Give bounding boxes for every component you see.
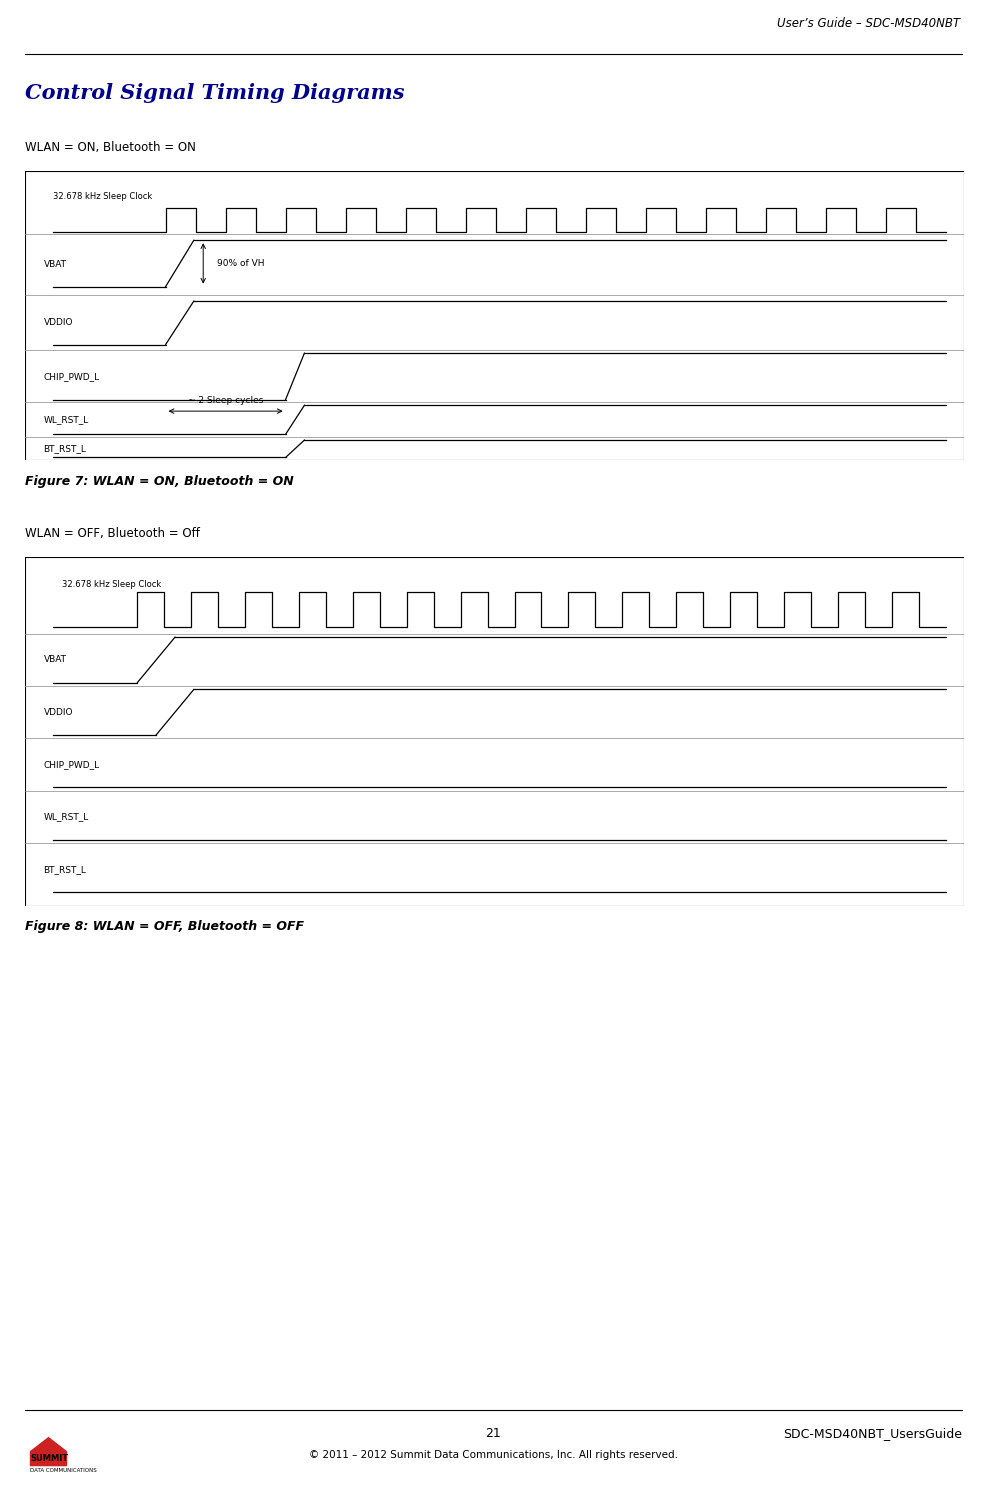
Text: SDC-MSD40NBT_UsersGuide: SDC-MSD40NBT_UsersGuide: [782, 1427, 961, 1440]
Text: Figure 7: WLAN = ON, Bluetooth = ON: Figure 7: WLAN = ON, Bluetooth = ON: [25, 475, 293, 487]
Text: DATA COMMUNICATIONS: DATA COMMUNICATIONS: [30, 1469, 97, 1473]
Text: 21: 21: [485, 1427, 501, 1440]
Text: Control Signal Timing Diagrams: Control Signal Timing Diagrams: [25, 83, 403, 102]
Text: CHIP_PWD_L: CHIP_PWD_L: [43, 760, 100, 769]
Text: WL_RST_L: WL_RST_L: [43, 812, 89, 821]
Text: © 2011 – 2012 Summit Data Communications, Inc. All rights reserved.: © 2011 – 2012 Summit Data Communications…: [309, 1451, 677, 1460]
Text: VDDIO: VDDIO: [43, 708, 73, 717]
Text: Figure 8: WLAN = OFF, Bluetooth = OFF: Figure 8: WLAN = OFF, Bluetooth = OFF: [25, 921, 304, 933]
Text: ~ 2 Sleep cycles: ~ 2 Sleep cycles: [187, 396, 263, 405]
Text: 32.678 kHz Sleep Clock: 32.678 kHz Sleep Clock: [53, 193, 152, 202]
Text: SUMMIT: SUMMIT: [30, 1454, 68, 1463]
Text: User’s Guide – SDC-MSD40NBT: User’s Guide – SDC-MSD40NBT: [776, 16, 959, 30]
Text: VDDIO: VDDIO: [43, 318, 73, 327]
Text: VBAT: VBAT: [43, 260, 66, 269]
Text: BT_RST_L: BT_RST_L: [43, 444, 86, 453]
Text: 32.678 kHz Sleep Clock: 32.678 kHz Sleep Clock: [62, 581, 162, 590]
Text: WL_RST_L: WL_RST_L: [43, 416, 89, 425]
Text: BT_RST_L: BT_RST_L: [43, 864, 86, 873]
Text: CHIP_PWD_L: CHIP_PWD_L: [43, 371, 100, 380]
Text: VBAT: VBAT: [43, 655, 66, 664]
Text: WLAN = OFF, Bluetooth = Off: WLAN = OFF, Bluetooth = Off: [25, 527, 199, 541]
Text: 90% of VH: 90% of VH: [217, 258, 264, 267]
Text: WLAN = ON, Bluetooth = ON: WLAN = ON, Bluetooth = ON: [25, 141, 195, 154]
